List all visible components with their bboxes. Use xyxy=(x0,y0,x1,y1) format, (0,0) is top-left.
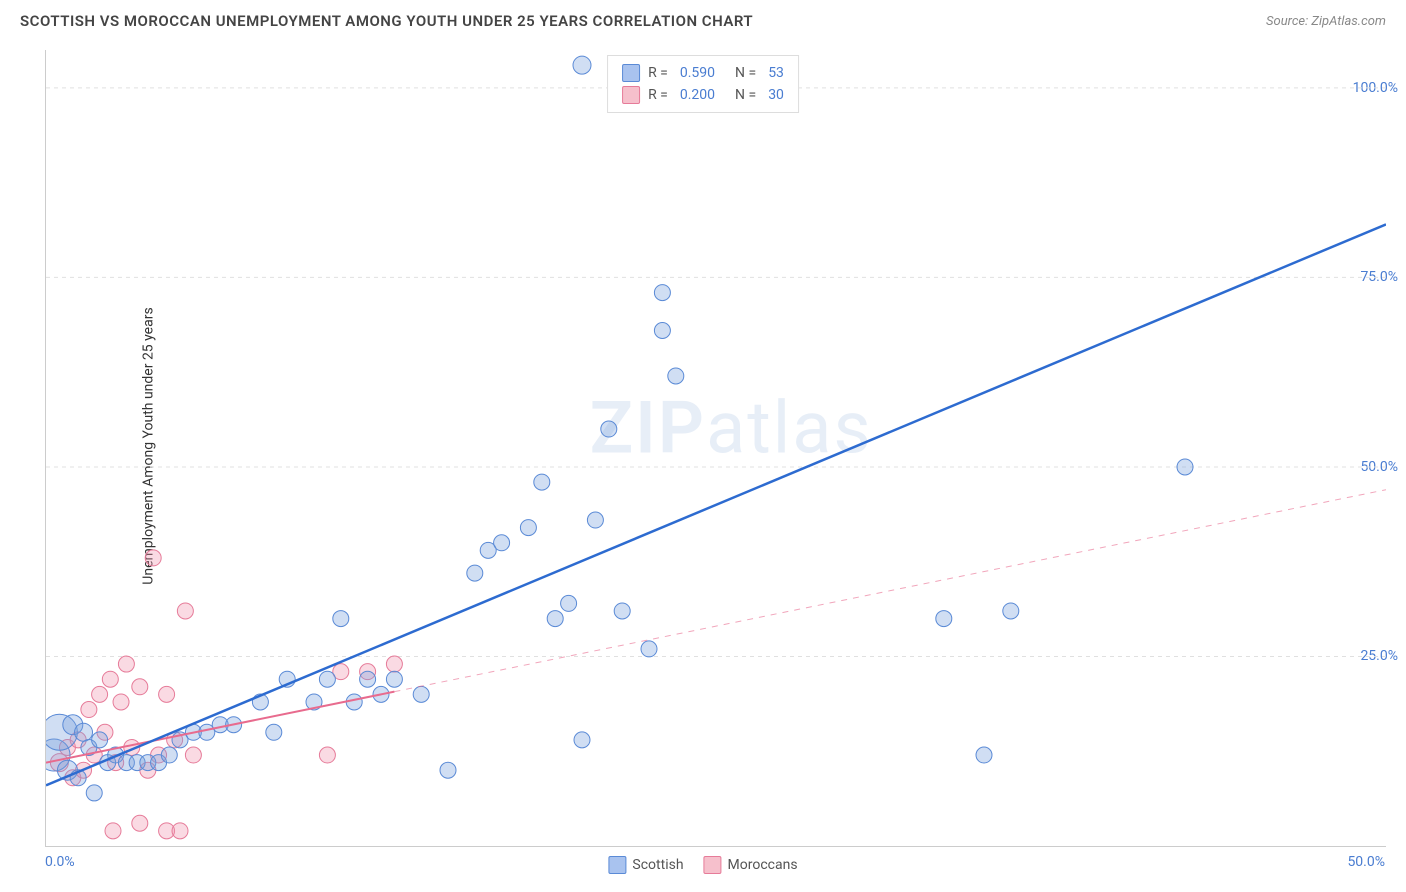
swatch-scottish xyxy=(622,64,640,82)
scatter-plot-svg xyxy=(46,50,1386,846)
chart-source: Source: ZipAtlas.com xyxy=(1266,14,1386,29)
legend-series: Scottish Moroccans xyxy=(608,856,797,874)
r-value: 0.590 xyxy=(680,65,715,81)
n-label: N = xyxy=(735,65,756,81)
legend-item-scottish: Scottish xyxy=(608,856,683,874)
swatch-moroccans xyxy=(622,86,640,104)
chart-plot-area xyxy=(45,50,1386,847)
r-value: 0.200 xyxy=(680,87,715,103)
legend-row-scottish: R = 0.590 N = 53 xyxy=(622,62,784,84)
chart-header: SCOTTISH VS MOROCCAN UNEMPLOYMENT AMONG … xyxy=(0,0,1406,38)
legend-label: Scottish xyxy=(632,857,683,873)
x-tick-label: 0.0% xyxy=(45,854,75,870)
r-label: R = xyxy=(648,65,668,81)
chart-title: SCOTTISH VS MOROCCAN UNEMPLOYMENT AMONG … xyxy=(20,12,753,30)
x-tick-label: 50.0% xyxy=(1347,854,1385,870)
n-value: 30 xyxy=(768,87,784,103)
swatch-scottish xyxy=(608,856,626,874)
n-value: 53 xyxy=(768,65,784,81)
legend-correlation: R = 0.590 N = 53 R = 0.200 N = 30 xyxy=(607,55,799,113)
n-label: N = xyxy=(735,87,756,103)
r-label: R = xyxy=(648,87,668,103)
legend-item-moroccans: Moroccans xyxy=(704,856,798,874)
legend-row-moroccans: R = 0.200 N = 30 xyxy=(622,84,784,106)
legend-label: Moroccans xyxy=(728,857,798,873)
swatch-moroccans xyxy=(704,856,722,874)
